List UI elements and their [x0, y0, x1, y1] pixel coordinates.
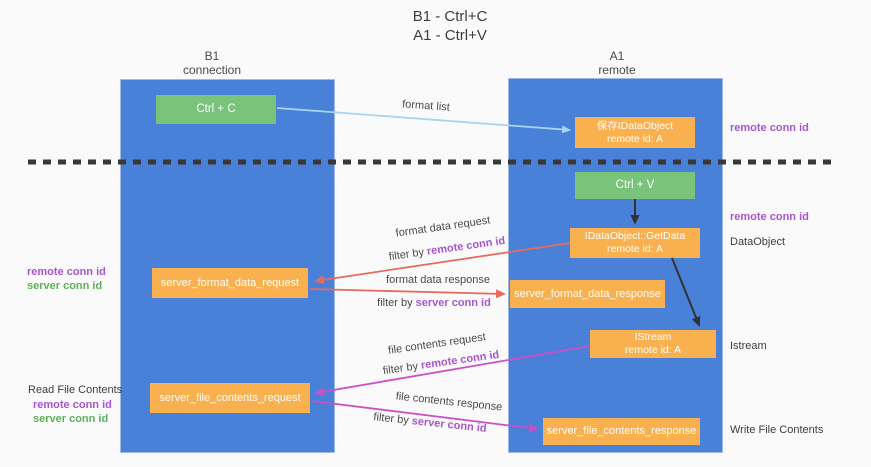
server-file-contents-response-box: server_file_contents_response [543, 418, 700, 445]
column-b1-name: B1 [204, 49, 220, 63]
remote-conn-id-highlight: remote conn id [426, 234, 506, 258]
filter-by-text: filter by [388, 246, 425, 264]
label-remote-conn-id-right-1: remote conn id [730, 122, 809, 134]
save-idataobject-line2: remote id: A [606, 132, 664, 145]
getdata-line2: remote id: A [606, 243, 664, 255]
ctrl-c-box: Ctrl + C [156, 95, 276, 124]
column-a1-role: remote [598, 63, 636, 77]
server-conn-id-highlight: server conn id [415, 297, 491, 309]
ctrl-c-label: Ctrl + C [196, 103, 236, 115]
getdata-line1: IDataObject::GetData [584, 230, 686, 242]
column-a1-name: A1 [609, 49, 625, 63]
server-file-contents-request-label: server_file_contents_request [159, 391, 301, 404]
column-b1-role: connection [182, 63, 242, 77]
label-remote-conn-id-left-1: remote conn id [27, 266, 106, 278]
istream-line2: remote id: A [624, 344, 682, 356]
filter-by-text: filter by [382, 360, 419, 378]
label-istream-side: Istream [730, 340, 767, 352]
label-filter-by-server-conn-id-2: filter by server conn id [372, 411, 489, 435]
label-format-data-request: format data request [394, 214, 492, 240]
column-header-b1: B1 connection [142, 49, 282, 77]
title-line-a1: A1 - Ctrl+V [413, 27, 487, 44]
ctrl-v-label: Ctrl + V [615, 179, 655, 191]
label-file-contents-response: file contents response [395, 390, 503, 414]
server-format-data-response-label: server_format_data_response [514, 287, 661, 300]
idataobject-getdata-box: IDataObject::GetData remote id: A [570, 228, 700, 258]
remote-conn-id-highlight: remote conn id [420, 348, 500, 372]
filter-by-text: filter by [377, 297, 413, 309]
server-format-data-request-box: server_format_data_request [152, 268, 308, 298]
label-remote-conn-id-right-2: remote conn id [730, 211, 809, 223]
label-write-file-contents: Write File Contents [730, 424, 824, 436]
server-conn-id-highlight: server conn id [411, 415, 488, 435]
server-format-data-response-box: server_format_data_response [510, 280, 665, 308]
label-remote-conn-id-left-2: remote conn id [33, 399, 112, 411]
label-server-conn-id-left-1: server conn id [27, 280, 103, 292]
column-header-a1: A1 remote [547, 49, 687, 77]
label-read-file-contents: Read File Contents [28, 384, 123, 396]
filter-by-text: filter by [372, 411, 410, 427]
label-filter-by-server-conn-id-1: filter by server conn id [376, 297, 492, 309]
diagram-title: B1 - Ctrl+C A1 - Ctrl+V [330, 7, 570, 45]
title-line-b1: B1 - Ctrl+C [412, 8, 488, 25]
arrow-format-data-response [309, 288, 506, 299]
label-dataobject: DataObject [730, 236, 786, 248]
ctrl-v-box: Ctrl + V [575, 172, 695, 199]
save-idataobject-box: 保存IDataObject remote id: A [575, 117, 695, 148]
label-server-conn-id-left-2: server conn id [33, 413, 109, 425]
istream-line1: IStream [634, 331, 672, 343]
label-format-list: format list [401, 98, 451, 114]
label-format-data-response: format data response [386, 274, 490, 286]
istream-box: IStream remote id: A [590, 330, 716, 358]
server-file-contents-response-label: server_file_contents_response [546, 425, 697, 437]
server-format-data-request-label: server_format_data_request [160, 276, 300, 289]
save-idataobject-line1: 保存IDataObject [596, 119, 674, 132]
server-file-contents-request-box: server_file_contents_request [150, 383, 310, 413]
